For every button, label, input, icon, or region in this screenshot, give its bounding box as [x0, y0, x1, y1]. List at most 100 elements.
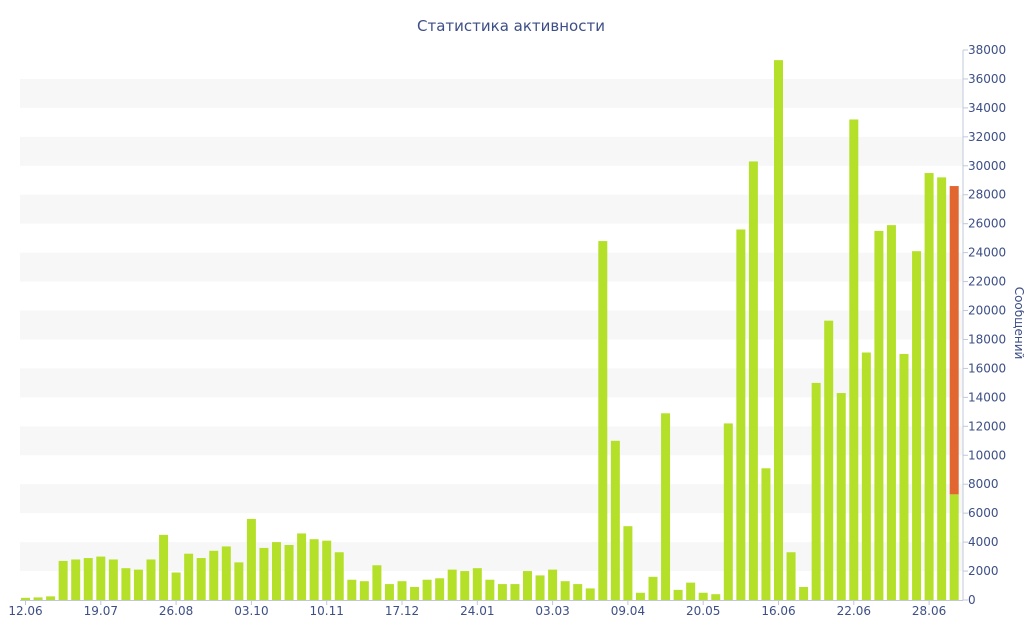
bar — [96, 556, 106, 600]
bar — [384, 584, 394, 600]
x-tick-label: 09.04 — [611, 604, 645, 618]
bar — [472, 568, 482, 600]
bar — [585, 588, 595, 600]
y-tick-label: 8000 — [968, 477, 999, 491]
bar — [711, 594, 721, 600]
y-tick-label: 6000 — [968, 506, 999, 520]
bar — [949, 494, 959, 600]
bar — [899, 353, 909, 600]
bar — [184, 553, 194, 600]
bar — [623, 526, 633, 600]
grid-bands — [20, 78, 963, 572]
bar — [246, 518, 256, 600]
bar — [698, 592, 708, 600]
bar — [447, 569, 457, 600]
y-tick-label: 28000 — [968, 188, 1006, 202]
grid-band — [20, 136, 963, 166]
bar — [748, 161, 758, 600]
bar — [686, 582, 696, 600]
y-tick-label: 36000 — [968, 72, 1006, 86]
y-tick-label: 4000 — [968, 535, 999, 549]
y-tick-label: 24000 — [968, 246, 1006, 260]
bar — [171, 572, 181, 600]
y-axis: 0 2000 4000 6000 8000 10000 12000 14000 16000 180… — [962, 43, 1006, 607]
bar — [723, 423, 733, 600]
y-tick-label: 34000 — [968, 101, 1006, 115]
grid-band — [20, 78, 963, 108]
x-tick-label: 22.06 — [837, 604, 871, 618]
bar — [924, 173, 934, 600]
bar — [435, 578, 445, 600]
bar — [635, 592, 645, 600]
x-axis: 12.06 19.07 26.08 03.10 10.11 17.12 24.01 03.03… — [8, 600, 963, 618]
bars — [21, 60, 959, 601]
x-tick-label: 20.05 — [686, 604, 720, 618]
y-tick-label: 30000 — [968, 159, 1006, 173]
x-tick-label: 12.06 — [8, 604, 42, 618]
bar — [510, 584, 520, 600]
bar — [284, 545, 294, 600]
y-axis-title: Сообщений — [1012, 287, 1024, 360]
bar — [736, 229, 746, 600]
bar — [560, 581, 570, 600]
bar — [573, 584, 583, 600]
y-tick-label: 14000 — [968, 390, 1006, 404]
grid-band — [20, 484, 963, 514]
bar — [272, 542, 281, 600]
bar — [485, 579, 495, 600]
bar — [673, 589, 683, 600]
bar — [121, 568, 131, 600]
x-tick-label: 19.07 — [84, 604, 118, 618]
y-tick-label: 20000 — [968, 304, 1006, 318]
grid-band — [20, 368, 963, 398]
bar — [774, 60, 783, 600]
bar — [535, 575, 545, 600]
x-tick-label: 16.06 — [761, 604, 795, 618]
bar — [799, 586, 809, 600]
x-tick-label: 24.01 — [460, 604, 494, 618]
y-tick-label: 18000 — [968, 332, 1006, 346]
x-tick-label: 03.10 — [234, 604, 268, 618]
bar — [234, 562, 244, 600]
bar — [108, 559, 118, 600]
bar — [159, 534, 169, 600]
bar — [209, 550, 219, 600]
bar — [824, 320, 834, 600]
bar — [397, 581, 407, 600]
y-tick-label: 10000 — [968, 448, 1006, 462]
bar — [422, 579, 432, 600]
bar — [334, 552, 344, 600]
bar — [133, 569, 143, 600]
bar — [849, 119, 859, 600]
grid-band — [20, 194, 963, 224]
x-tick-label: 17.12 — [385, 604, 419, 618]
bar — [372, 565, 382, 600]
x-tick-label: 03.03 — [535, 604, 569, 618]
bar — [309, 539, 319, 600]
grid-band — [20, 310, 963, 340]
bar — [322, 540, 332, 600]
x-tick-label: 28.06 — [912, 604, 946, 618]
bar — [58, 560, 68, 600]
bar — [146, 559, 156, 600]
grid-band — [20, 252, 963, 282]
bar — [886, 225, 896, 600]
grid-band — [20, 542, 963, 572]
bar — [761, 468, 771, 600]
bar — [661, 413, 671, 600]
bar — [33, 597, 43, 600]
bar — [497, 584, 507, 600]
x-tick-label: 10.11 — [310, 604, 344, 618]
y-tick-label: 38000 — [968, 43, 1006, 57]
bar — [359, 581, 369, 600]
bar — [196, 558, 206, 600]
bar — [912, 251, 922, 600]
bar — [46, 596, 56, 600]
bar — [83, 558, 93, 600]
bar — [548, 569, 558, 600]
y-tick-label: 0 — [968, 593, 976, 607]
bar — [259, 547, 269, 600]
bar — [598, 241, 608, 601]
bar — [874, 230, 884, 601]
